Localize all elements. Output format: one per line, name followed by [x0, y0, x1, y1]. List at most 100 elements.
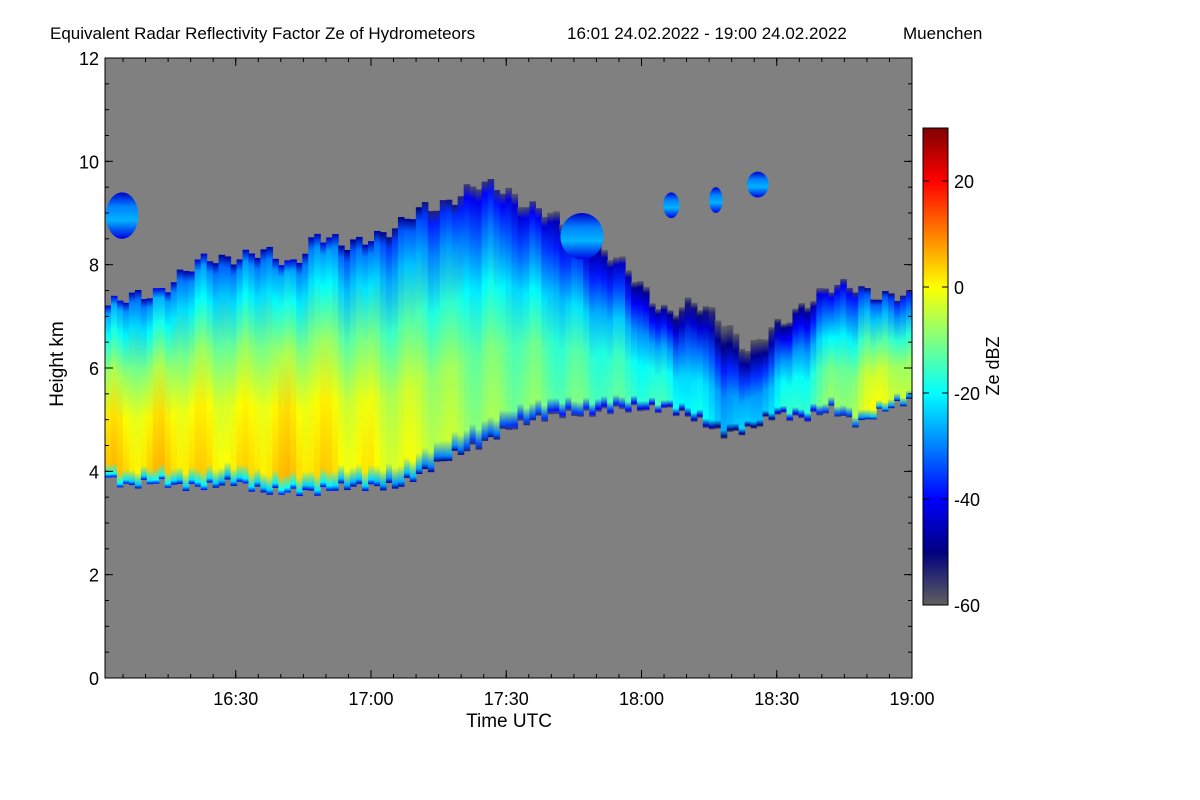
y-tick-label: 4	[89, 462, 99, 482]
cloud-strip	[350, 239, 357, 487]
chart-title: Equivalent Radar Reflectivity Factor Ze …	[50, 24, 475, 43]
cloud-strip	[613, 257, 620, 407]
cloud-strip	[242, 249, 250, 484]
cloud-strip	[720, 326, 728, 439]
y-axis-label: Height km	[47, 321, 68, 407]
cloud-strip	[308, 237, 315, 491]
cloud-strip	[882, 291, 889, 412]
cloud-strip	[780, 323, 788, 413]
cloud-strip	[362, 244, 369, 491]
cloud-strip	[858, 286, 865, 421]
cloud-strip	[463, 184, 471, 452]
cloud-strip	[577, 233, 584, 417]
x-tick-label: 18:00	[619, 689, 664, 709]
echo-patch	[746, 171, 769, 198]
cloud-strip	[894, 300, 901, 401]
cloud-strip	[672, 315, 680, 417]
cloud-strip	[547, 212, 554, 415]
cloud-strip	[146, 298, 154, 485]
cloud-strip	[445, 199, 453, 461]
cloud-strip	[391, 228, 399, 489]
cloud-strip	[762, 339, 770, 417]
cloud-strip	[254, 257, 262, 487]
cloud-strip	[505, 187, 513, 430]
cloud-strip	[804, 307, 811, 422]
colorbar: -60 -40 -20 0 20 Ze dBZ	[922, 127, 1003, 616]
x-axis-label: Time UTC	[466, 711, 552, 732]
echo-patch	[663, 192, 680, 219]
cloud-strip	[116, 300, 124, 488]
cloud-strip	[176, 269, 184, 484]
echo-patch	[560, 213, 604, 260]
cloud-strip	[840, 279, 847, 416]
cloud-strip	[164, 292, 172, 488]
cloud-strip	[690, 302, 698, 422]
cloud-strip	[170, 282, 178, 485]
cloud-strip	[152, 288, 160, 484]
y-tick-label: 0	[89, 669, 99, 689]
x-tick-label: 16:30	[213, 689, 258, 709]
cloud-strip	[439, 200, 447, 462]
colorbar-label: Ze dBZ	[983, 336, 1003, 395]
cloud-strip	[750, 340, 758, 429]
cloud-strip	[338, 245, 345, 484]
colorbar-tick-label: -20	[954, 384, 980, 404]
cloud-strip	[236, 259, 244, 482]
x-tick-label: 17:30	[484, 689, 529, 709]
cloud-strip	[774, 318, 782, 415]
cloud-strip	[565, 233, 572, 411]
cloud-strip	[589, 249, 596, 417]
cloud-strip	[828, 292, 835, 406]
cloud-strip	[810, 301, 817, 413]
cloud-strip	[344, 249, 351, 491]
cloud-strip	[272, 258, 279, 488]
cloud-strip	[744, 350, 752, 427]
cloud-strip	[816, 288, 823, 416]
cloud-strip	[368, 241, 375, 485]
cloud-strip	[523, 207, 531, 426]
cloud-strip	[643, 286, 650, 411]
cloud-strip	[798, 303, 805, 419]
cloud-strip	[756, 338, 764, 427]
cloud-strip	[625, 270, 632, 413]
cloud-strip	[266, 246, 273, 495]
echo-patch	[709, 187, 723, 213]
cloud-strip	[708, 307, 716, 430]
cloud-strip	[218, 254, 226, 486]
x-axis: 16:30 17:00 17:30 18:00 18:30 19:00	[122, 58, 935, 709]
cloud-strip	[822, 288, 829, 414]
cloud-strip	[469, 186, 477, 445]
y-tick-label: 8	[89, 256, 99, 276]
cloud-strip	[140, 299, 148, 480]
y-tick-label: 2	[89, 566, 99, 586]
cloud-strip	[900, 295, 907, 407]
cloud-strip	[421, 202, 429, 470]
cloud-strip	[356, 236, 363, 484]
cloud-strip	[876, 299, 883, 409]
cloud-strip	[457, 196, 465, 455]
cloud-strip	[332, 234, 339, 491]
cloud-strip	[607, 260, 614, 415]
y-tick-label: 10	[79, 152, 99, 172]
cloud-strip	[834, 284, 841, 417]
cloud-strip	[206, 261, 214, 483]
cloud-strip	[648, 303, 656, 406]
cloud-strip	[194, 259, 202, 487]
cloud-strip	[714, 320, 722, 429]
cloud-strip	[852, 292, 859, 428]
cloud-strip	[499, 193, 507, 429]
cloud-strip	[212, 263, 220, 488]
chart-location: Muenchen	[903, 24, 982, 43]
cloud-strip	[493, 189, 501, 440]
cloud-strip	[792, 308, 800, 416]
cloud-strip	[128, 292, 136, 486]
cloud-strip	[601, 249, 608, 409]
cloud-strip	[224, 256, 232, 480]
echo-patch	[105, 192, 139, 239]
cloud-strip	[535, 208, 542, 416]
cloud-strip	[182, 270, 190, 491]
cloud-strip	[702, 306, 710, 429]
cloud-strip	[248, 253, 256, 492]
cloud-strip	[433, 210, 441, 462]
